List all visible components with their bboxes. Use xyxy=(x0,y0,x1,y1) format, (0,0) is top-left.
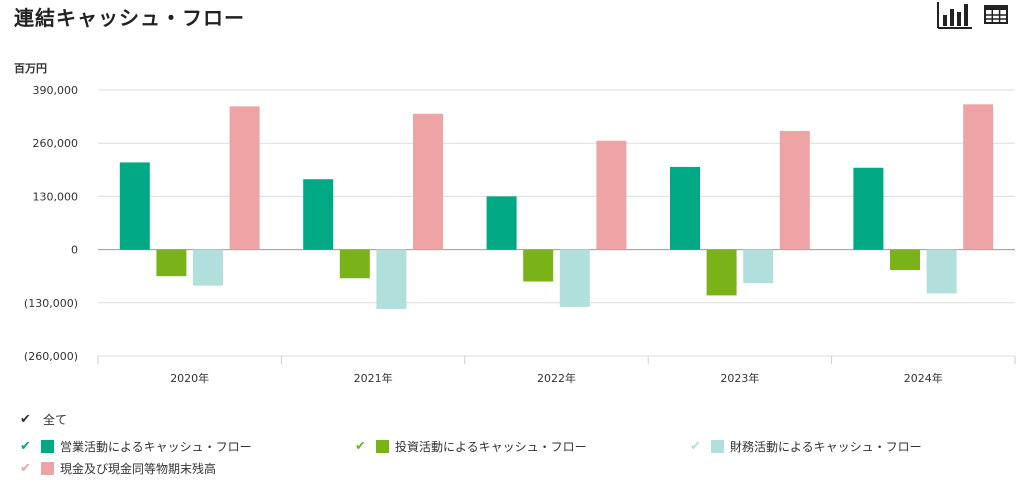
bar xyxy=(559,249,590,307)
y-tick-label: (130,000) xyxy=(24,297,78,310)
table-icon[interactable] xyxy=(982,0,1022,30)
y-tick-label: 130,000 xyxy=(33,190,79,203)
legend-item-investing[interactable]: ✔ 投資活動によるキャッシュ・フロー xyxy=(355,436,587,456)
bar xyxy=(926,249,957,294)
bar xyxy=(119,162,150,250)
bar xyxy=(193,249,223,286)
y-tick-label: 260,000 xyxy=(33,137,79,150)
x-tick-label: 2020年 xyxy=(170,371,209,385)
check-icon: ✔ xyxy=(20,411,31,427)
page-title: 連結キャッシュ・フロー xyxy=(14,6,245,30)
bar-chart-icon[interactable] xyxy=(934,0,974,30)
y-tick-label: 0 xyxy=(71,244,78,257)
cash-flow-chart: 390,000 260,000 130,000 0 (130,000) (260,000)… xyxy=(24,84,1016,385)
legend-item-cash-balance[interactable]: ✔ 現金及び現金同等物期末残高 xyxy=(20,458,216,478)
bar xyxy=(156,249,187,277)
bar xyxy=(523,249,554,282)
legend-swatch xyxy=(41,461,54,475)
bar xyxy=(596,140,627,250)
bar xyxy=(670,166,700,250)
x-tick-label: 2021年 xyxy=(354,371,393,385)
x-tick-label: 2022年 xyxy=(537,371,576,385)
legend-label: 投資活動によるキャッシュ・フロー xyxy=(395,439,587,454)
check-icon: ✔ xyxy=(20,460,31,476)
bar xyxy=(303,179,334,250)
bar xyxy=(229,106,260,250)
y-tick-label: (260,000) xyxy=(24,350,78,363)
unit-label: 百万円 xyxy=(14,62,47,75)
legend-item-financing[interactable]: ✔ 財務活動によるキャッシュ・フロー xyxy=(690,436,922,456)
bar xyxy=(706,249,737,296)
check-icon: ✔ xyxy=(690,438,701,454)
x-tick-label: 2024年 xyxy=(904,371,943,385)
legend-swatch xyxy=(41,439,54,453)
legend-swatch xyxy=(711,439,724,453)
legend-swatch xyxy=(376,439,389,453)
legend-all-label: 全て xyxy=(43,412,68,427)
bar xyxy=(853,167,884,250)
bar xyxy=(376,249,407,309)
check-icon: ✔ xyxy=(355,438,366,454)
legend-item-operating[interactable]: ✔ 営業活動によるキャッシュ・フロー xyxy=(20,436,252,456)
legend-label: 現金及び現金同等物期末残高 xyxy=(60,461,217,476)
bar xyxy=(743,249,774,284)
bar xyxy=(486,196,517,250)
x-tick-label: 2023年 xyxy=(720,371,759,385)
check-icon: ✔ xyxy=(20,438,31,454)
bar xyxy=(963,104,994,250)
legend-label: 営業活動によるキャッシュ・フロー xyxy=(60,439,252,454)
legend-all[interactable]: ✔ 全て xyxy=(20,409,67,429)
bar xyxy=(413,113,443,250)
y-tick-label: 390,000 xyxy=(33,84,79,97)
view-toolbar xyxy=(934,0,1024,30)
bar xyxy=(339,249,370,279)
bar xyxy=(890,249,920,271)
bar xyxy=(779,130,810,250)
legend-label: 財務活動によるキャッシュ・フロー xyxy=(730,439,922,454)
